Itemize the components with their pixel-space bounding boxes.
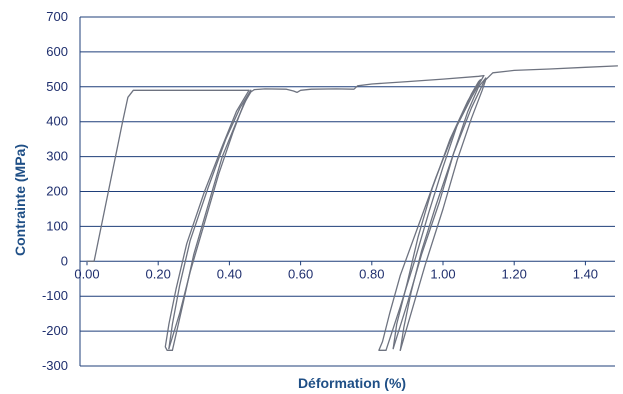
- x-tick-label: 0.40: [217, 266, 242, 281]
- y-tick-label: 200: [46, 184, 68, 199]
- y-tick-label: 500: [46, 79, 68, 94]
- y-tick-label: 700: [46, 9, 68, 24]
- y-axis-title: Contrainte (MPa): [12, 144, 28, 256]
- curve-segment-12: [399, 65, 619, 351]
- curve-segment-2: [164, 89, 250, 351]
- curve-segment-11: [399, 77, 487, 351]
- y-tick-label: -100: [42, 288, 68, 303]
- curve-segment-5: [168, 88, 255, 350]
- y-tick-label: 400: [46, 114, 68, 129]
- curve-group: [86, 65, 619, 351]
- x-tick-label: 1.20: [502, 266, 527, 281]
- x-tick-label: 0.60: [288, 266, 313, 281]
- x-tick-label: 1.00: [430, 266, 455, 281]
- y-tick-label: -200: [42, 323, 68, 338]
- x-axis-title: Déformation (%): [298, 375, 406, 391]
- tick-labels: 700 600 500 400 300 200 100 0 -100 -200 -300 0.00 0.…: [42, 9, 598, 373]
- y-tick-label: 0: [61, 253, 68, 268]
- curve-segment-10: [392, 77, 487, 350]
- x-tick-label: 0.00: [74, 266, 99, 281]
- y-tick-label: 100: [46, 218, 68, 233]
- x-tick-label: 0.80: [359, 266, 384, 281]
- grid-lines: [79, 16, 615, 367]
- y-tick-label: 600: [46, 44, 68, 59]
- curve-segment-1: [86, 89, 250, 262]
- curve-segment-4: [168, 89, 252, 350]
- x-tick-label: 1.40: [573, 266, 598, 281]
- curve-segment-6: [253, 74, 485, 94]
- y-tick-label: -300: [42, 358, 68, 373]
- curve-segment-3: [171, 89, 252, 351]
- x-tick-label: 0.20: [146, 266, 171, 281]
- curve-segment-9: [392, 79, 482, 350]
- y-tick-label: 300: [46, 149, 68, 164]
